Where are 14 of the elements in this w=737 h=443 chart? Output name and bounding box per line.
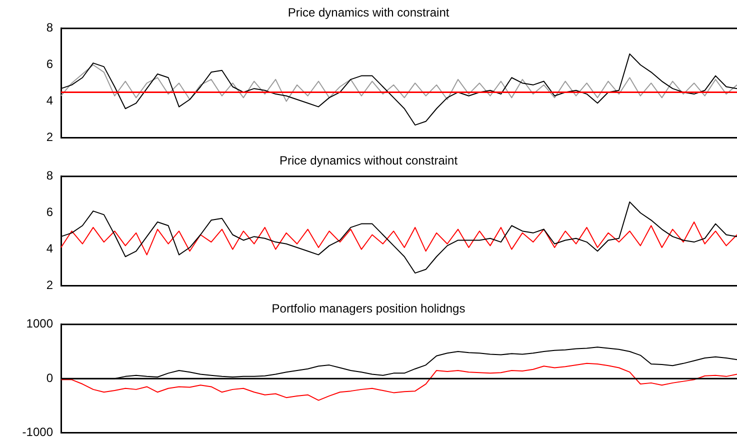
chart-title: Price dynamics with constraint [288, 6, 450, 20]
y-tick-label: 2 [46, 130, 54, 144]
y-tick-label: 4 [46, 94, 54, 108]
y-tick-label: -1000 [22, 425, 54, 440]
y-tick-label: 6 [46, 57, 54, 72]
y-tick-label: 4 [46, 242, 54, 256]
y-tick-label: 6 [46, 205, 54, 220]
y-tick-label: 1000 [26, 316, 54, 331]
chart-title: Price dynamics without constraint [279, 154, 458, 168]
y-tick-label: 2 [46, 278, 54, 292]
y-tick-label: 8 [46, 20, 54, 35]
chart-title: Portfolio managers position holidngs [272, 302, 466, 316]
y-tick-label: 8 [46, 168, 54, 183]
y-tick-label: 0 [46, 370, 54, 385]
